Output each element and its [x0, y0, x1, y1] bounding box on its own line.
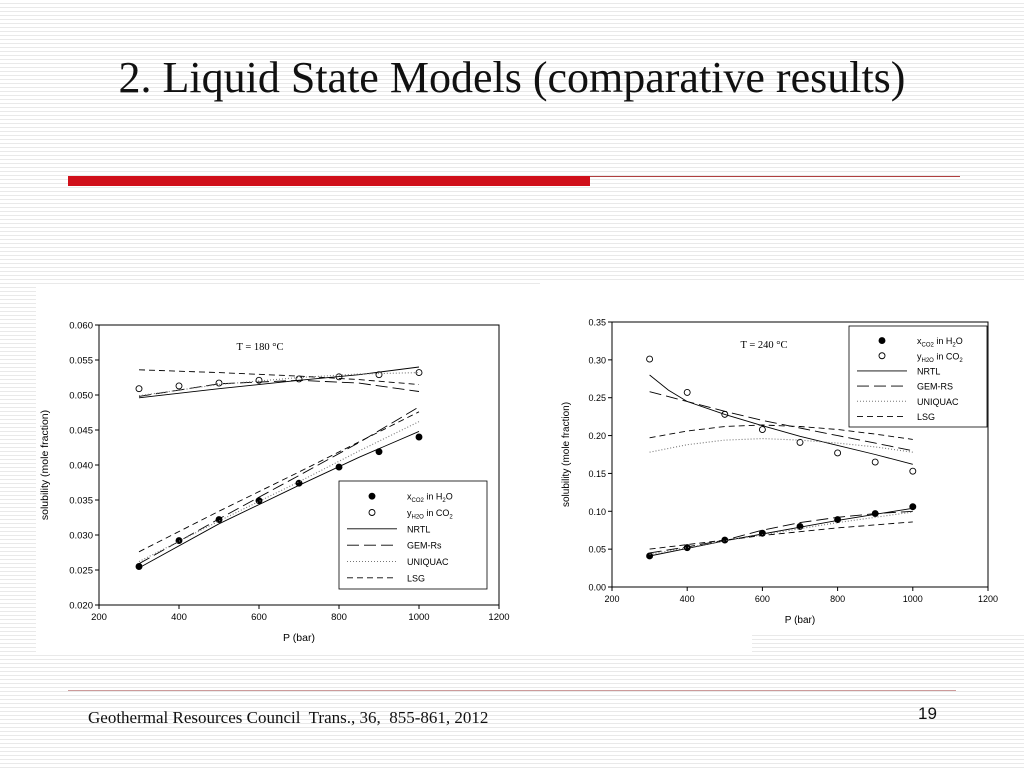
legend-label: LSG: [917, 412, 935, 422]
data-point-y-h2o: [175, 382, 183, 390]
legend-label: NRTL: [407, 524, 430, 534]
y-tick-label: 0.35: [588, 318, 606, 328]
data-point-x-co2: [415, 433, 423, 441]
legend-marker-open: [368, 509, 376, 516]
y-tick-label: 0.25: [588, 393, 606, 403]
model-line-nrtl: [649, 507, 913, 557]
model-line-uniquac: [649, 438, 913, 453]
x-tick-label: 1000: [903, 594, 923, 604]
legend-marker-filled: [878, 337, 886, 345]
model-line-lsg: [649, 424, 913, 440]
legend-marker-open: [878, 352, 886, 360]
y-tick-label: 0.00: [588, 583, 606, 593]
x-tick-label: 800: [830, 594, 845, 604]
y-tick-label: 0.055: [69, 356, 93, 367]
x-tick-label: 600: [755, 594, 770, 604]
x-tick-label: 400: [171, 612, 187, 623]
y-tick-label: 0.060: [69, 321, 93, 332]
legend-label: yH2O in CO2: [407, 508, 453, 521]
plot-frame: [611, 321, 989, 588]
legend-label: UNIQUAC: [917, 397, 959, 407]
x-tick-label: 1200: [978, 594, 998, 604]
model-line-gem-rs: [138, 379, 420, 397]
data-point-y-h2o: [646, 355, 654, 363]
y-tick-label: 0.05: [588, 545, 606, 555]
x-axis-label: P (bar): [785, 615, 815, 626]
x-tick-label: 200: [91, 612, 107, 623]
y-tick-label: 0.15: [588, 469, 606, 479]
legend-label: UNIQUAC: [407, 557, 449, 567]
legend-label: LSG: [407, 573, 425, 583]
model-line-nrtl: [649, 374, 913, 465]
title-accent-line: [590, 176, 960, 177]
chart-panel-240: 0.00 0.05 0.10 0.15 0.20 0.25 0.30 0.35 200 400 60…: [540, 282, 1024, 632]
y-tick-label: 0.050: [69, 391, 93, 402]
x-tick-label: 400: [680, 594, 695, 604]
y-tick-label: 0.20: [588, 431, 606, 441]
chart-legend: xCO2 in H2O yH2O in CO2 NRTL GEM-RS UNIQUAC L…: [848, 325, 988, 428]
data-point-y-h2o: [415, 369, 423, 377]
chart-legend: xCO2 in H2O yH2O in CO2 NRTL GEM-Rs UNIQUAC L…: [338, 480, 488, 590]
model-line-gem-rs: [138, 406, 420, 565]
legend-box: [338, 480, 488, 590]
x-tick-label: 800: [331, 612, 347, 623]
y-axis-label: solubility (mole fraction): [561, 402, 572, 507]
x-tick-label: 200: [604, 594, 619, 604]
y-tick-label: 0.020: [69, 601, 93, 612]
x-axis-label: P (bar): [283, 632, 315, 644]
model-line-lsg: [649, 521, 913, 550]
x-tick-label: 1200: [488, 612, 509, 623]
model-line-gem-rs: [649, 391, 913, 452]
legend-label: GEM-RS: [917, 382, 953, 392]
legend-label: yH2O in CO2: [917, 351, 963, 364]
model-line-lsg: [138, 369, 420, 385]
x-tick-label: 1000: [408, 612, 429, 623]
data-point-y-h2o: [758, 426, 766, 433]
y-tick-label: 0.30: [588, 355, 606, 365]
data-point-y-h2o: [834, 449, 842, 457]
legend-marker-filled: [368, 492, 376, 500]
y-tick-label: 0.030: [69, 531, 93, 542]
y-tick-label: 0.035: [69, 496, 93, 507]
y-axis-label: solubility (mole fraction): [39, 410, 51, 520]
temperature-annotation: T = 240 °C: [741, 340, 788, 351]
footer-rule: [68, 690, 956, 691]
chart-t180: 0.020 0.025 0.030 0.035 0.040 0.045 0.050 0.055…: [39, 321, 510, 645]
page-number: 19: [918, 704, 937, 723]
data-point-y-h2o: [683, 388, 691, 396]
model-line-gem-rs: [649, 510, 913, 554]
slide-title: 2. Liquid State Models (comparative resu…: [118, 53, 906, 102]
model-line-nrtl: [138, 430, 420, 569]
chart-t240: 0.00 0.05 0.10 0.15 0.20 0.25 0.30 0.35 200 400 60…: [561, 318, 998, 627]
legend-label: NRTL: [917, 366, 940, 376]
data-point-y-h2o: [796, 438, 804, 446]
data-point-y-h2o: [295, 375, 303, 383]
y-tick-label: 0.025: [69, 566, 93, 577]
title-accent-bar: [68, 176, 590, 186]
legend-label: xCO2 in H2O: [407, 492, 453, 505]
data-point-x-co2: [255, 497, 263, 505]
temperature-annotation: T = 180 °C: [237, 342, 284, 353]
legend-label: xCO2 in H2O: [917, 336, 963, 348]
x-tick-label: 600: [251, 612, 267, 623]
model-line-uniquac: [649, 511, 913, 555]
y-tick-label: 0.045: [69, 426, 93, 437]
data-point-y-h2o: [135, 385, 143, 393]
data-point-y-h2o: [871, 458, 879, 466]
legend-box: [848, 325, 988, 428]
y-tick-label: 0.040: [69, 461, 93, 472]
citation: Geothermal Resources Council Trans., 36,…: [88, 708, 489, 727]
data-point-y-h2o: [215, 379, 223, 387]
legend-label: GEM-Rs: [407, 541, 442, 551]
data-point-y-h2o: [909, 467, 917, 475]
y-tick-label: 0.10: [588, 507, 606, 517]
